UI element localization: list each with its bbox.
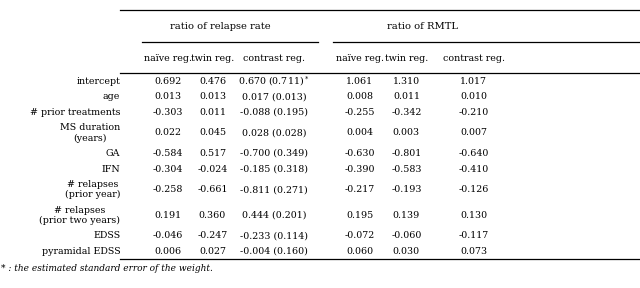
Text: -0.060: -0.060	[391, 231, 422, 240]
Text: -0.004 (0.160): -0.004 (0.160)	[240, 247, 308, 256]
Text: 1.310: 1.310	[393, 77, 420, 86]
Text: -0.640: -0.640	[458, 149, 489, 158]
Text: 1.017: 1.017	[460, 77, 487, 86]
Text: 0.030: 0.030	[393, 247, 420, 256]
Text: -0.342: -0.342	[391, 108, 422, 117]
Text: 1.061: 1.061	[346, 77, 373, 86]
Text: -0.117: -0.117	[458, 231, 489, 240]
Text: -0.072: -0.072	[344, 231, 375, 240]
Text: naïve reg.: naïve reg.	[336, 54, 384, 63]
Text: # relapses
(prior year): # relapses (prior year)	[65, 180, 120, 199]
Text: -0.661: -0.661	[197, 185, 228, 194]
Text: 0.060: 0.060	[346, 247, 373, 256]
Text: -0.185 (0.318): -0.185 (0.318)	[240, 164, 308, 174]
Text: -0.304: -0.304	[152, 164, 183, 174]
Text: twin reg.: twin reg.	[385, 54, 428, 63]
Text: -0.024: -0.024	[197, 164, 228, 174]
Text: -0.233 (0.114): -0.233 (0.114)	[240, 231, 308, 240]
Text: 0.013: 0.013	[199, 92, 226, 101]
Text: 0.073: 0.073	[460, 247, 487, 256]
Text: ratio of relapse rate: ratio of relapse rate	[170, 22, 271, 31]
Text: 0.191: 0.191	[154, 211, 181, 220]
Text: 0.006: 0.006	[154, 247, 181, 256]
Text: 0.195: 0.195	[346, 211, 373, 220]
Text: -0.255: -0.255	[344, 108, 375, 117]
Text: -0.700 (0.349): -0.700 (0.349)	[240, 149, 308, 158]
Text: 0.027: 0.027	[199, 247, 226, 256]
Text: 0.010: 0.010	[460, 92, 487, 101]
Text: EDSS: EDSS	[93, 231, 120, 240]
Text: intercept: intercept	[76, 77, 120, 86]
Text: 0.130: 0.130	[460, 211, 487, 220]
Text: 0.670 (0.711)$^*$: 0.670 (0.711)$^*$	[238, 74, 310, 88]
Text: -0.193: -0.193	[391, 185, 422, 194]
Text: twin reg.: twin reg.	[191, 54, 234, 63]
Text: -0.801: -0.801	[391, 149, 422, 158]
Text: 0.011: 0.011	[199, 108, 226, 117]
Text: GA: GA	[106, 149, 120, 158]
Text: # prior treatments: # prior treatments	[30, 108, 120, 117]
Text: -0.126: -0.126	[458, 185, 489, 194]
Text: 0.013: 0.013	[154, 92, 181, 101]
Text: -0.811 (0.271): -0.811 (0.271)	[240, 185, 308, 194]
Text: age: age	[103, 92, 120, 101]
Text: 0.007: 0.007	[460, 128, 487, 137]
Text: -0.217: -0.217	[344, 185, 375, 194]
Text: 0.017 (0.013): 0.017 (0.013)	[242, 92, 306, 101]
Text: -0.088 (0.195): -0.088 (0.195)	[240, 108, 308, 117]
Text: naïve reg.: naïve reg.	[144, 54, 192, 63]
Text: 0.476: 0.476	[199, 77, 226, 86]
Text: 0.008: 0.008	[346, 92, 373, 101]
Text: -0.410: -0.410	[458, 164, 489, 174]
Text: 0.444 (0.201): 0.444 (0.201)	[242, 211, 306, 220]
Text: -0.630: -0.630	[344, 149, 375, 158]
Text: -0.258: -0.258	[152, 185, 183, 194]
Text: 0.139: 0.139	[393, 211, 420, 220]
Text: ratio of RMTL: ratio of RMTL	[387, 22, 458, 31]
Text: -0.584: -0.584	[152, 149, 183, 158]
Text: 0.003: 0.003	[393, 128, 420, 137]
Text: 0.028 (0.028): 0.028 (0.028)	[242, 128, 306, 137]
Text: 0.360: 0.360	[199, 211, 226, 220]
Text: -0.210: -0.210	[458, 108, 489, 117]
Text: 0.045: 0.045	[199, 128, 226, 137]
Text: * : the estimated standard error of the weight.: * : the estimated standard error of the …	[1, 264, 213, 272]
Text: -0.390: -0.390	[344, 164, 375, 174]
Text: MS duration
(years): MS duration (years)	[60, 123, 120, 143]
Text: -0.303: -0.303	[152, 108, 183, 117]
Text: -0.046: -0.046	[152, 231, 183, 240]
Text: 0.004: 0.004	[346, 128, 373, 137]
Text: -0.583: -0.583	[391, 164, 422, 174]
Text: IFN: IFN	[102, 164, 120, 174]
Text: 0.517: 0.517	[199, 149, 226, 158]
Text: pyramidal EDSS: pyramidal EDSS	[42, 247, 120, 256]
Text: 0.022: 0.022	[154, 128, 181, 137]
Text: 0.692: 0.692	[154, 77, 181, 86]
Text: 0.011: 0.011	[393, 92, 420, 101]
Text: # relapses
(prior two years): # relapses (prior two years)	[39, 206, 120, 225]
Text: -0.247: -0.247	[197, 231, 228, 240]
Text: contrast reg.: contrast reg.	[443, 54, 504, 63]
Text: contrast reg.: contrast reg.	[243, 54, 305, 63]
